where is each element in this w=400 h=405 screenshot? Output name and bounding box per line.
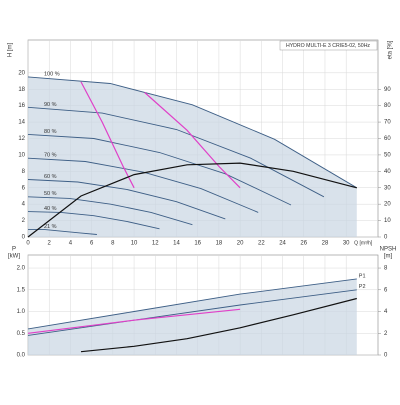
series-line (27, 179, 226, 220)
x-tick-label: 0 (26, 241, 30, 247)
x-tick-label: 22 (258, 241, 265, 247)
y-tick-label: 10 (18, 152, 25, 158)
series-line (27, 106, 325, 198)
y-tick-label: 12 (18, 136, 25, 142)
operating-area (28, 278, 357, 355)
curve (80, 81, 135, 189)
title-box (279, 40, 378, 51)
series-label: 50 % (44, 191, 57, 197)
y-tick-label: 20 (18, 70, 25, 76)
series-label: 40 % (44, 206, 57, 212)
x-tick-label: 6 (90, 241, 94, 247)
x-axis-label: Q [m³/h] (354, 240, 373, 246)
series-line (27, 289, 357, 336)
y-tick-label: 1.5 (17, 287, 26, 293)
x-tick-label: 12 (152, 241, 159, 247)
chart-title: HYDRO MULTI-E 3 CRIE5-02, 50Hz (286, 43, 370, 49)
y2-tick-label: 30 (384, 185, 391, 191)
y2-tick-label: 10 (384, 218, 391, 224)
y2-tick-label: 40 (384, 169, 391, 175)
y-axis-label: P (12, 247, 16, 253)
x-tick-label: 2 (48, 241, 52, 247)
y-tick-label: 4 (22, 202, 26, 208)
curve (27, 162, 357, 238)
series-line (27, 211, 160, 230)
x-tick-label: 8 (111, 241, 115, 247)
y2-axis-label: NPSH (380, 247, 397, 253)
y2-tick-label: 0 (384, 235, 388, 241)
y-tick-label: 0.5 (17, 331, 26, 337)
y-tick-label: 1.0 (17, 309, 26, 315)
series-line (28, 229, 97, 235)
curve (27, 308, 241, 334)
y-tick-label: 18 (18, 87, 25, 93)
series-line (27, 196, 193, 226)
y2-tick-label: 20 (384, 202, 391, 208)
y2-tick-label: 70 (384, 120, 391, 126)
y2-tick-label: 4 (384, 309, 388, 315)
series-label: 70 % (44, 153, 57, 159)
y-tick-label: 16 (18, 103, 25, 109)
y-tick-label: 6 (22, 185, 26, 191)
y-tick-label: 0 (22, 235, 26, 241)
y-tick-label: 2 (22, 218, 26, 224)
series-label: 21 % (44, 224, 57, 230)
y2-axis-label: [m] (384, 254, 393, 260)
x-tick-label: 24 (279, 241, 286, 247)
y-tick-label: 2.0 (17, 266, 26, 272)
y2-tick-label: 8 (384, 266, 388, 272)
series-line (27, 76, 358, 189)
y2-tick-label: 0 (384, 353, 388, 359)
x-tick-label: 26 (300, 241, 307, 247)
y-tick-label: 14 (18, 120, 25, 126)
series-line (27, 157, 259, 213)
series-label: 60 % (44, 174, 57, 180)
y-axis-label: H [m] (8, 43, 14, 58)
series-line (27, 278, 357, 330)
y2-tick-label: 90 (384, 87, 391, 93)
x-tick-label: 28 (322, 241, 329, 247)
curve (80, 297, 357, 353)
y-axis-label: [kW] (8, 254, 20, 260)
series-label: P1 (359, 273, 366, 279)
series-label: P2 (359, 284, 366, 290)
y-tick-label: 0.0 (17, 353, 26, 359)
y2-tick-label: 60 (384, 136, 391, 142)
x-tick-label: 18 (216, 241, 223, 247)
x-tick-label: 10 (131, 241, 138, 247)
x-tick-label: 16 (194, 241, 201, 247)
x-tick-label: 20 (237, 241, 244, 247)
y-tick-label: 8 (22, 169, 26, 175)
y2-tick-label: 80 (384, 103, 391, 109)
series-label: 100 % (44, 71, 60, 77)
operating-area (28, 76, 357, 238)
y2-tick-label: 2 (384, 331, 388, 337)
series-line (27, 133, 292, 206)
series-label: 90 % (44, 102, 57, 108)
x-tick-label: 30 (343, 241, 350, 247)
x-tick-label: 14 (173, 241, 180, 247)
curve (144, 92, 241, 189)
series-label: 80 % (44, 129, 57, 135)
y2-tick-label: 50 (384, 152, 391, 158)
y2-axis-label: eta [%] (388, 40, 394, 59)
x-tick-label: 4 (69, 241, 73, 247)
y2-tick-label: 6 (384, 287, 388, 293)
